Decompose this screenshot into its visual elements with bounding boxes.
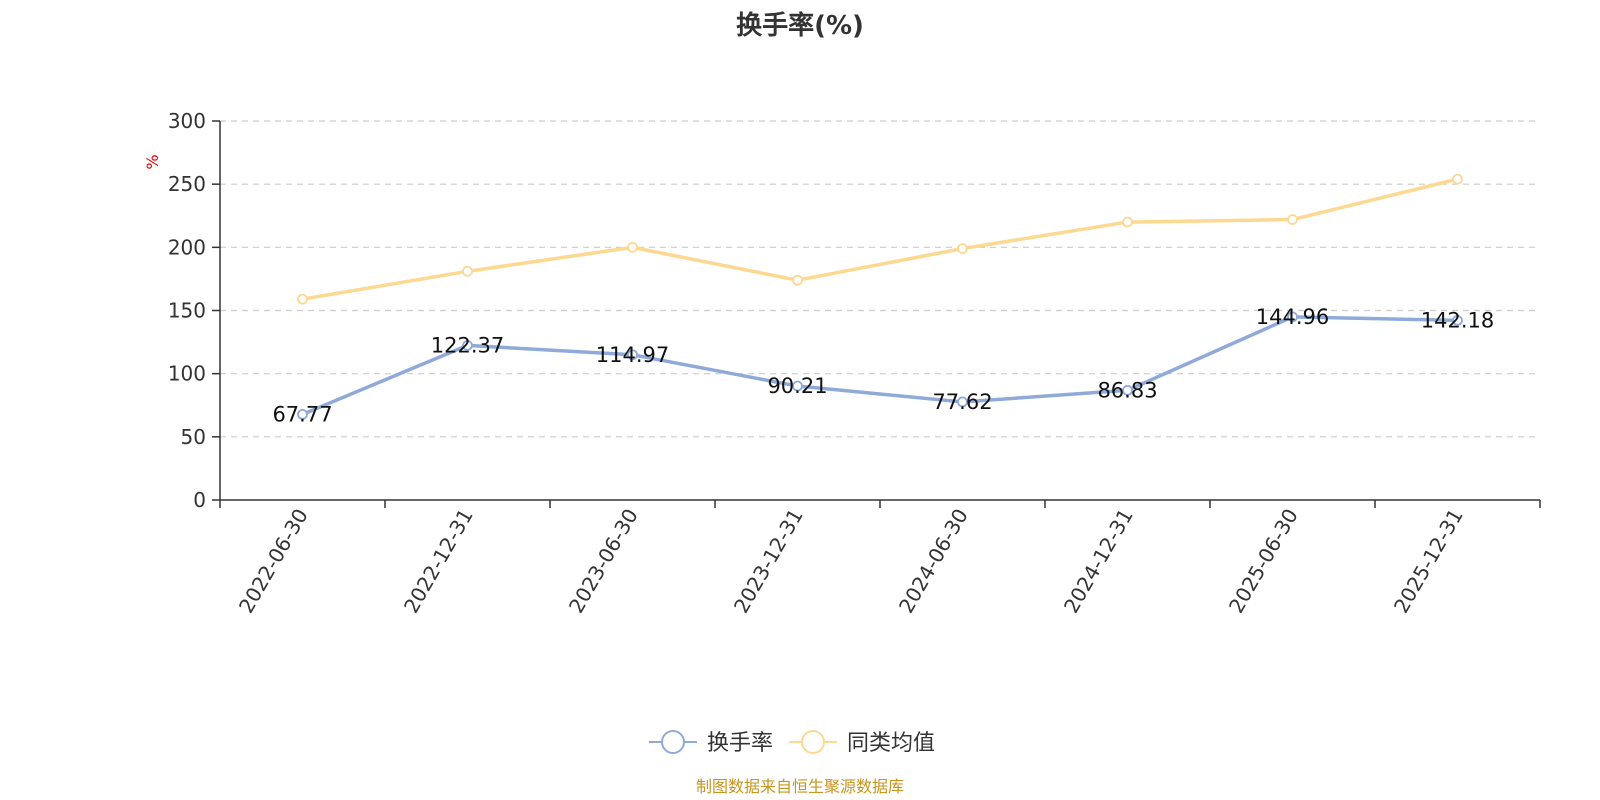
y-unit-label: % (143, 154, 162, 169)
y-tick-label: 50 (181, 425, 206, 449)
x-tick-label: 2025-06-30 (1224, 505, 1303, 618)
data-label: 144.96 (1256, 305, 1329, 329)
y-tick-label: 150 (168, 299, 206, 323)
series-1-point (627, 241, 638, 253)
series-0-point (792, 380, 803, 392)
legend-label-0: 换手率 (707, 731, 773, 756)
legend[interactable]: 换手率 同类均值 (649, 730, 935, 756)
series-0-point (1287, 311, 1298, 323)
y-tick-label: 300 (168, 109, 206, 133)
data-label: 142.18 (1421, 308, 1494, 332)
legend-label-1: 同类均值 (847, 731, 935, 756)
series-1-point (462, 265, 473, 277)
series-0-point (1452, 314, 1463, 326)
x-tick-label: 2022-06-30 (234, 505, 313, 618)
data-label: 122.37 (431, 333, 504, 357)
series-1-point (1122, 216, 1133, 228)
series-0-point (957, 396, 968, 408)
legend-marker-0 (661, 730, 685, 754)
data-label: 67.77 (272, 402, 332, 426)
data-labels: 67.77 122.37 114.97 90.21 77.62 86.83 144.96 14… (272, 305, 1494, 427)
grid-lines (220, 120, 1540, 438)
series-line-1 (302, 177, 1458, 301)
data-label: 114.97 (596, 343, 669, 367)
chart-title: 换手率(%) (736, 10, 864, 41)
y-tick-label: 100 (168, 362, 206, 386)
series-0-point (297, 408, 308, 420)
series-1-point (297, 293, 308, 305)
x-tick-label: 2022-12-31 (399, 505, 478, 618)
series-1-point (1452, 173, 1463, 185)
y-tick-label: 250 (168, 172, 206, 196)
y-tick-labels: 0 50 100 150 200 250 300 (168, 109, 206, 512)
data-label: 86.83 (1097, 378, 1157, 402)
series-0-point (1122, 384, 1133, 396)
x-tick-label: 2024-12-31 (1059, 505, 1138, 618)
series-1-point (957, 243, 968, 254)
x-tick-label: 2023-06-30 (564, 505, 643, 618)
axes (212, 120, 1541, 508)
data-label: 77.62 (932, 390, 992, 414)
x-tick-labels: 2022-06-30 2022-12-31 2023-06-30 2023-12-31… (234, 505, 1468, 618)
x-tick-label: 2024-06-30 (894, 505, 973, 618)
series-1-point (1287, 214, 1298, 225)
series-1-point (792, 274, 803, 286)
legend-marker-1 (801, 730, 825, 754)
source-note: 制图数据来自恒生聚源数据库 (696, 777, 904, 796)
y-tick-label: 0 (193, 488, 206, 512)
series-lines (297, 173, 1463, 420)
x-tick-label: 2025-12-31 (1389, 505, 1468, 618)
y-tick-label: 200 (168, 235, 206, 259)
series-0-point (462, 340, 473, 351)
series-line-0 (301, 315, 1458, 416)
x-tick-label: 2023-12-31 (729, 505, 808, 618)
data-label: 90.21 (767, 374, 827, 398)
series-0-point (627, 349, 638, 361)
